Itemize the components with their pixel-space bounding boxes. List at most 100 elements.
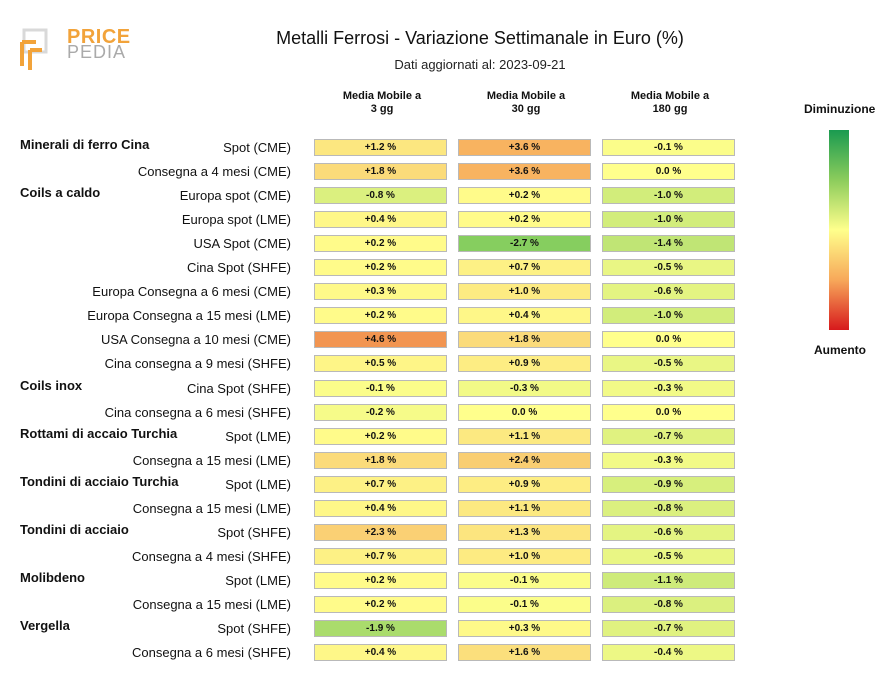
row-label: Europa Consegna a 6 mesi (CME) <box>92 284 291 300</box>
pricepedia-logo-mark <box>20 28 48 70</box>
heatmap-cell: -1.0 % <box>602 307 735 325</box>
heatmap-cell: -0.8 % <box>314 187 447 205</box>
heatmap-cell: +0.7 % <box>314 547 447 565</box>
heatmap-cell: 0.0 % <box>602 403 735 421</box>
heatmap-cell: -0.8 % <box>602 595 735 613</box>
heatmap-cell: -0.5 % <box>602 355 735 373</box>
heatmap-cell: +0.2 % <box>314 571 447 589</box>
group-label: Minerali di ferro Cina <box>20 137 150 152</box>
legend-label-decrease: Diminuzione <box>804 102 876 116</box>
heatmap-cell: -0.7 % <box>602 620 735 637</box>
row-label: Cina Spot (SHFE) <box>186 380 291 396</box>
heatmap-cell: -2.7 % <box>458 235 591 253</box>
heatmap-cell: +1.0 % <box>458 283 591 301</box>
heatmap-cell: +0.9 % <box>458 475 591 493</box>
heatmap-cell: +1.3 % <box>458 523 591 541</box>
row-label: Spot (CME) <box>223 140 291 155</box>
heatmap-cell: +0.2 % <box>314 427 447 445</box>
heatmap-cell: +0.9 % <box>458 355 591 373</box>
legend-color-scale <box>829 130 849 330</box>
row-label: Consegna a 15 mesi (LME) <box>132 596 291 612</box>
heatmap-cell: +0.4 % <box>458 307 591 325</box>
heatmap-cell: +0.2 % <box>314 235 447 253</box>
heatmap-cell: 0.0 % <box>602 331 735 349</box>
group-label: Tondini di acciaio Turchia <box>20 473 179 489</box>
heatmap-cell: -0.2 % <box>314 403 447 421</box>
row-label: Spot (LME) <box>225 572 291 588</box>
heatmap-cell: +0.4 % <box>314 211 447 229</box>
row-label: Consegna a 6 mesi (SHFE) <box>132 645 291 661</box>
heatmap-cell: -0.7 % <box>602 427 735 445</box>
heatmap-cell: -1.0 % <box>602 187 735 205</box>
heatmap-cell: -0.6 % <box>602 283 735 301</box>
heatmap-cell: +1.2 % <box>314 139 447 156</box>
chart-title: Metalli Ferrosi - Variazione Settimanale… <box>276 28 684 48</box>
chart-subtitle: Dati aggiornati al: 2023-09-21 <box>394 57 566 72</box>
heatmap-cell: -0.3 % <box>458 379 591 397</box>
heatmap-cell: +1.8 % <box>458 331 591 349</box>
row-label: Spot (LME) <box>225 476 291 492</box>
column-header-3gg: Media Mobile a 3 gg <box>314 90 450 116</box>
heatmap-cell: +0.7 % <box>314 475 447 493</box>
heatmap-cell: -0.5 % <box>602 547 735 565</box>
heatmap-cell: -1.4 % <box>602 235 735 253</box>
heatmap-cell: -1.0 % <box>602 211 735 229</box>
heatmap-cell: -0.1 % <box>458 595 591 613</box>
row-label: Cina Spot (SHFE) <box>186 260 291 276</box>
column-header-line1: Media Mobile a <box>630 90 710 102</box>
heatmap-cell: -0.1 % <box>314 379 447 397</box>
heatmap-cell: +0.3 % <box>314 283 447 301</box>
heatmap-cell: +1.1 % <box>458 427 591 445</box>
heatmap-cell: +0.2 % <box>314 595 447 613</box>
heatmap-cell: +0.2 % <box>458 211 591 229</box>
heatmap-cell: +1.1 % <box>458 499 591 517</box>
heatmap-cell: -1.1 % <box>602 571 735 589</box>
heatmap-cell: 0.0 % <box>458 403 591 421</box>
heatmap-cell: +0.2 % <box>458 187 591 205</box>
heatmap-cell: +0.4 % <box>314 499 447 517</box>
heatmap-cell: -0.1 % <box>458 571 591 589</box>
group-label: Coils inox <box>20 377 83 393</box>
heatmap-cell: +2.4 % <box>458 451 591 469</box>
heatmap-cell: +3.6 % <box>458 163 591 181</box>
row-label: Europa spot (LME) <box>181 212 291 228</box>
group-label: Molibdeno <box>20 569 85 585</box>
column-header-30gg: Media Mobile a 30 gg <box>458 90 594 116</box>
heatmap-cell: +0.3 % <box>458 620 591 637</box>
heatmap-cell: 0.0 % <box>602 163 735 181</box>
column-header-line2: 3 gg <box>370 103 394 115</box>
heatmap-cell: -0.3 % <box>602 379 735 397</box>
row-label: Consegna a 15 mesi (LME) <box>132 452 291 468</box>
group-label: Coils a caldo <box>20 185 101 201</box>
row-label: Spot (LME) <box>225 428 291 444</box>
legend-label-increase: Aumento <box>814 343 866 357</box>
row-label: USA Spot (CME) <box>193 236 291 252</box>
heatmap-cell: +4.6 % <box>314 331 447 349</box>
column-header-line2: 30 gg <box>511 103 541 115</box>
group-label: Tondini di acciaio <box>20 521 129 537</box>
heatmap-cell: -0.1 % <box>602 139 735 156</box>
heatmap-cell: +0.4 % <box>314 644 447 662</box>
row-label: Europa spot (CME) <box>179 188 291 204</box>
heatmap-cell: +1.6 % <box>458 644 591 662</box>
column-header-line2: 180 gg <box>652 103 688 115</box>
heatmap-cell: -0.3 % <box>602 451 735 469</box>
row-label: Spot (SHFE) <box>217 524 291 540</box>
row-label: Spot (SHFE) <box>217 621 291 636</box>
logo-text-price: PRICE <box>67 26 131 48</box>
heatmap-cell: -0.4 % <box>602 644 735 662</box>
pricepedia-logo: PRICE PEDIA <box>20 26 130 72</box>
heatmap-cell: +0.5 % <box>314 355 447 373</box>
group-label: Vergella <box>20 618 70 633</box>
heatmap-cell: -0.5 % <box>602 259 735 277</box>
heatmap-cell: -0.9 % <box>602 475 735 493</box>
column-header-line1: Media Mobile a <box>342 90 422 102</box>
heatmap-cell: +1.0 % <box>458 547 591 565</box>
heatmap-cell: +3.6 % <box>458 139 591 156</box>
row-label: Consegna a 4 mesi (CME) <box>137 164 291 180</box>
column-header-180gg: Media Mobile a 180 gg <box>602 90 738 116</box>
heatmap-cell: -0.8 % <box>602 499 735 517</box>
heatmap-cell: +1.8 % <box>314 451 447 469</box>
row-label: Cina consegna a 9 mesi (SHFE) <box>104 356 291 372</box>
group-label: Rottami di accaio Turchia <box>20 425 178 441</box>
